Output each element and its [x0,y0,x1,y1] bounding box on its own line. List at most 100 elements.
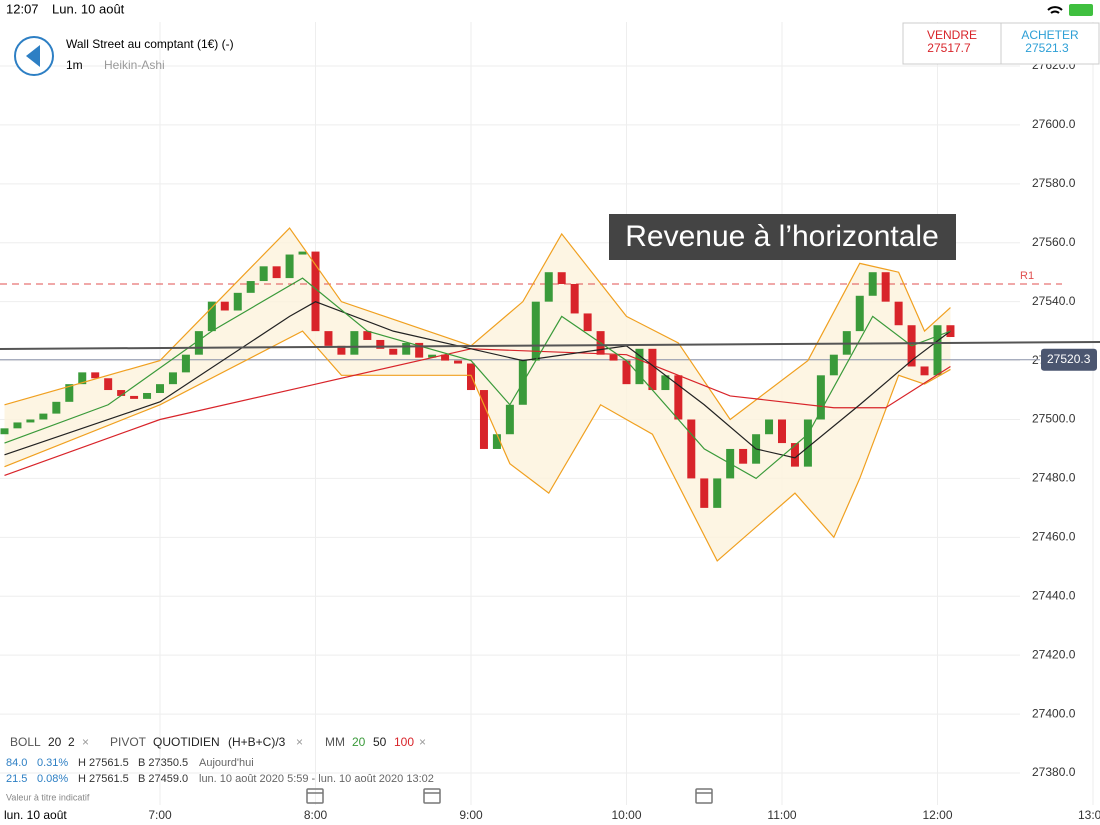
boll-period: 20 [48,735,62,749]
candle [285,254,294,279]
y-tick-label: 27580.0 [1032,176,1076,190]
remove[interactable]: × [419,735,426,749]
candle [505,404,514,435]
candle [415,342,424,358]
candle [803,419,812,467]
candle [881,272,890,302]
stat-percent: 0.31% [37,757,68,769]
mm-100: 100 [394,735,414,749]
candle [557,272,566,284]
stat-period: lun. 10 août 2020 5:59 - lun. 10 août 20… [199,773,434,785]
boll-dev: 2 [68,735,75,749]
candle [894,301,903,326]
chart-style[interactable]: Heikin-Ashi [104,58,165,72]
indicator-line [4,301,951,459]
status-time: 12:07 [6,1,39,16]
candle [739,448,748,464]
stat-percent: 0.08% [37,773,68,785]
remove[interactable]: × [82,735,89,749]
candle [570,283,579,314]
bollinger-fill [4,228,951,561]
back-arrow [26,45,40,67]
mm-label: MM [325,735,345,749]
sell-label[interactable]: VENDRE [927,28,977,42]
buy-label[interactable]: ACHETER [1021,28,1079,42]
wifi [1047,6,1063,14]
pivot-label: PIVOT [110,735,147,749]
candle [350,331,359,355]
y-tick-label: 27460.0 [1032,530,1076,544]
stat-change: 21.5 [6,773,27,785]
candle [635,348,644,385]
y-tick-label: 27600.0 [1032,117,1076,131]
candle [324,331,333,346]
y-tick-label: 27500.0 [1032,412,1076,426]
chart: 27380.0 27400.0 27420.0 27440.0 27460.0 27480… [0,22,1100,822]
y-tick-label: 27420.0 [1032,647,1076,661]
candle [233,292,242,311]
last-price-box [1041,348,1097,371]
candle [583,313,592,332]
x-tick-label: 13:00 [1078,808,1100,822]
candle [181,354,190,373]
stat-period: Aujourd'hui [199,757,254,769]
candle [78,372,87,385]
candle [868,272,877,296]
candle [661,375,670,391]
stat-high: H 27561.5 [78,757,129,769]
candle [713,478,722,508]
candle [207,301,216,332]
disclaimer: Valeur à titre indicatif [6,792,90,802]
y-tick-label: 27440.0 [1032,588,1076,602]
candle [389,348,398,355]
candle [65,384,74,402]
y-tick-label: 27380.0 [1032,765,1076,779]
candle [194,331,203,355]
x-tick-label: 9:00 [459,808,483,822]
annotation-box [609,214,956,260]
y-tick-label: 27560.0 [1032,235,1076,249]
candle [246,281,255,293]
candle [920,366,929,376]
sell-price[interactable]: 27517.7 [927,41,971,55]
candle [311,251,320,332]
candle [622,360,631,385]
candle [492,434,501,449]
candle [816,375,825,420]
candle [259,266,268,282]
mm-50: 50 [373,735,387,749]
candle [765,419,774,435]
last-price-label: 27520.3 [1047,352,1091,366]
candle [104,378,113,391]
stat-low: B 27459.0 [138,773,188,785]
candle [91,372,100,379]
candle [39,413,48,420]
candle [648,348,657,391]
candle [674,375,683,420]
x-tick-label: 8:00 [304,808,328,822]
candle [700,478,709,508]
candle [26,419,35,423]
status-date: Lun. 10 août [52,1,125,16]
y-tick-label: 27480.0 [1032,471,1076,485]
candle [544,272,553,302]
stat-high: H 27561.5 [78,773,129,785]
interval[interactable]: 1m [66,58,83,72]
candle [298,251,307,255]
boll-label: BOLL [10,735,41,749]
candle [272,266,281,279]
pivot-label: R1 [1020,270,1034,282]
x-tick-label: 7:00 [148,808,172,822]
candle [402,342,411,355]
candle [479,390,488,449]
indicator-line [4,330,951,562]
annotation: Revenue à l’horizontale [625,220,939,253]
candle [790,443,799,467]
stat-low: B 27350.5 [138,757,188,769]
buy-price[interactable]: 27521.3 [1025,41,1069,55]
mm-20: 20 [352,735,366,749]
candle [687,419,696,479]
stat-change: 84.0 [6,757,27,769]
remove[interactable]: × [296,735,303,749]
